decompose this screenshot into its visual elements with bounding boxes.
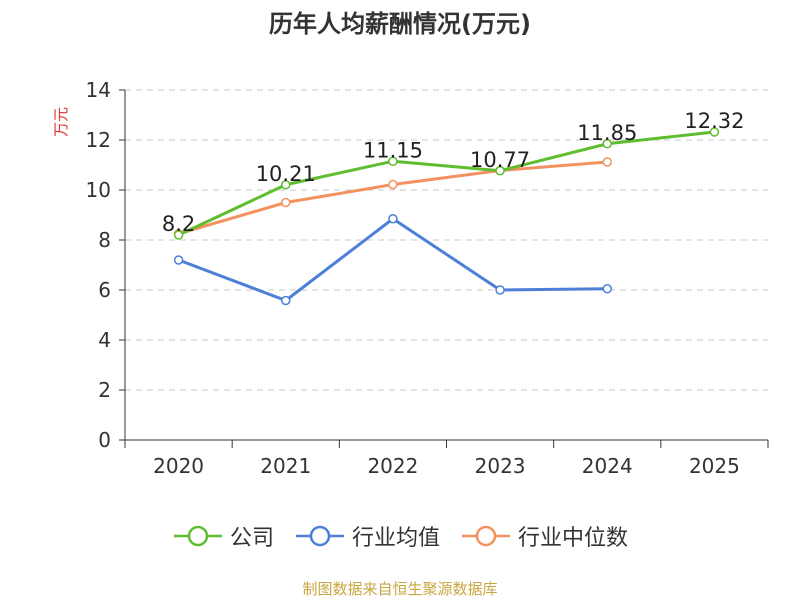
data-point [281, 295, 291, 306]
data-label: 12.32 [684, 109, 744, 133]
legend-item[interactable]: 行业均值 [294, 520, 440, 552]
axes [119, 89, 769, 448]
y-tick-label: 2 [98, 378, 111, 402]
legend-marker-icon [462, 525, 510, 547]
y-tick-label: 12 [86, 128, 111, 152]
legend-item[interactable]: 公司 [172, 520, 274, 552]
data-point [281, 197, 291, 208]
data-labels: 8.2 10.21 11.15 10.77 11.85 12.32 [162, 109, 745, 236]
data-label: 11.15 [363, 138, 423, 162]
y-tick-labels: 0 2 4 6 8 10 12 14 [86, 78, 111, 452]
data-point [495, 166, 505, 176]
y-tick-label: 10 [86, 178, 111, 202]
legend-label: 行业均值 [351, 526, 440, 551]
data-point [602, 284, 612, 294]
x-tick-label: 2021 [260, 454, 311, 478]
data-point [602, 139, 612, 149]
legend-marker-icon [173, 525, 222, 547]
y-tick-label: 8 [98, 228, 111, 252]
series-line [178, 217, 608, 302]
x-tick-label: 2022 [367, 454, 418, 478]
data-label: 11.85 [577, 121, 637, 145]
legend-marker-icon [295, 525, 344, 547]
data-point [281, 180, 291, 190]
data-point [173, 255, 184, 265]
data-label: 8.2 [162, 212, 195, 236]
data-point [388, 214, 398, 224]
data-point [388, 156, 398, 166]
x-tick-label: 2025 [689, 454, 740, 478]
y-tick-label: 0 [98, 428, 111, 452]
x-tick-label: 2024 [582, 454, 633, 478]
data-point [602, 157, 612, 167]
data-label: 10.21 [256, 162, 316, 186]
series-line [177, 130, 715, 237]
y-tick-label: 6 [98, 278, 111, 302]
legend-label: 公司 [229, 526, 274, 551]
data-label: 10.77 [470, 148, 530, 172]
source-note: 制图数据来自恒生聚源数据库 [302, 580, 498, 598]
data-point [173, 230, 184, 240]
x-tick-labels: 2020 2021 2022 2023 2024 2025 [153, 454, 740, 478]
legend: 公司 行业均值 行业中位数 [0, 518, 800, 554]
data-point [495, 285, 505, 295]
data-point [388, 179, 398, 190]
data-point [709, 127, 720, 137]
y-axis-label: 万元 [52, 107, 70, 137]
y-tick-label: 14 [86, 78, 111, 102]
series-group [173, 127, 720, 306]
x-tick-label: 2023 [475, 454, 526, 478]
chart-title: 历年人均薪酬情况(万元) [269, 10, 531, 38]
grid-lines [125, 89, 768, 391]
legend-item[interactable]: 行业中位数 [460, 520, 628, 552]
x-tick-label: 2020 [153, 454, 204, 478]
y-tick-label: 4 [98, 328, 111, 352]
legend-label: 行业中位数 [518, 526, 629, 551]
